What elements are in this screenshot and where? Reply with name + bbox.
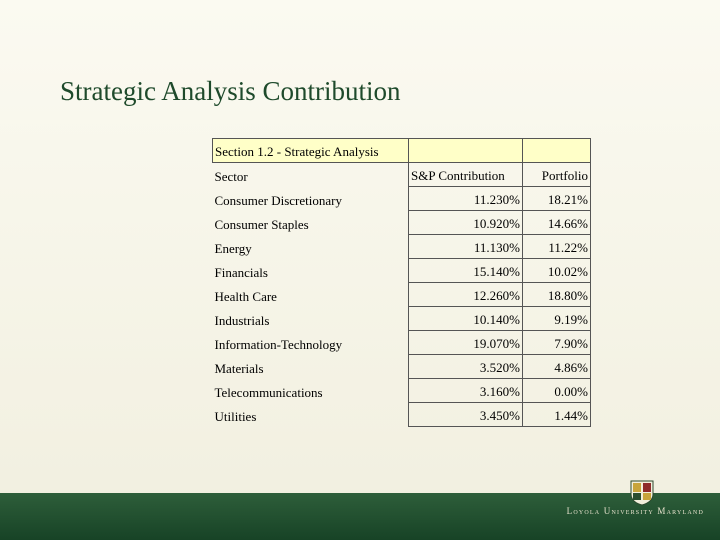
table-cell: 3.520% (408, 354, 523, 379)
table-cell: Utilities (214, 408, 257, 424)
slide-title: Strategic Analysis Contribution (60, 76, 401, 106)
table-cell: 10.02% (522, 258, 591, 283)
column-header: S&P Contribution (408, 162, 523, 187)
column-header: Sector (214, 168, 248, 184)
table-row: Telecommunications 3.160% 0.00% (213, 378, 591, 403)
table-cell: 1.44% (522, 402, 591, 427)
table-caption: Section 1.2 - Strategic Analysis (212, 138, 409, 163)
table-row: Sector S&P Contribution Portfolio (213, 162, 591, 187)
footer-band (0, 493, 720, 540)
table-cell: 9.19% (522, 306, 591, 331)
table-cell: Telecommunications (214, 384, 323, 400)
table-row: Section 1.2 - Strategic Analysis (212, 138, 591, 163)
table-row: Financials 15.140% 10.02% (213, 258, 591, 283)
table-row: Materials 3.520% 4.86% (213, 354, 591, 379)
table-cell: Consumer Staples (214, 216, 309, 232)
table-cell: Information-Technology (214, 336, 343, 352)
empty-cell (522, 138, 591, 163)
table-cell: 0.00% (522, 378, 591, 403)
table-cell: Consumer Discretionary (214, 192, 342, 208)
table-cell: 18.21% (522, 186, 591, 211)
table-cell: 3.160% (408, 378, 523, 403)
table-row: Consumer Discretionary 11.230% 18.21% (213, 186, 591, 211)
logo-text: Loyola University Maryland (566, 506, 704, 516)
logo-shield (630, 480, 654, 506)
table-row: Energy 11.130% 11.22% (213, 234, 591, 259)
column-header: Portfolio (522, 162, 591, 187)
table-cell: Materials (214, 360, 264, 376)
table-cell: Industrials (214, 312, 270, 328)
table-cell: 7.90% (522, 330, 591, 355)
table-cell: 14.66% (522, 210, 591, 235)
table-row: Utilities 3.450% 1.44% (213, 402, 591, 427)
data-table: Section 1.2 - Strategic Analysis Sector S&… (212, 138, 591, 427)
table-cell: 10.140% (408, 306, 523, 331)
table-cell: Financials (214, 264, 268, 280)
table-row: Information-Technology 19.070% 7.90% (213, 330, 591, 355)
table-cell: 15.140% (408, 258, 523, 283)
table-cell: 19.070% (408, 330, 523, 355)
table-cell: 11.130% (408, 234, 523, 259)
table-row: Health Care 12.260% 18.80% (213, 282, 591, 307)
table-cell: Energy (214, 240, 252, 256)
table-cell: 10.920% (408, 210, 523, 235)
table-row: Industrials 10.140% 9.19% (213, 306, 591, 331)
table-cell: 11.230% (408, 186, 523, 211)
table-cell: 3.450% (408, 402, 523, 427)
table-cell: 12.260% (408, 282, 523, 307)
table-cell: 18.80% (522, 282, 591, 307)
table-cell: 4.86% (522, 354, 591, 379)
table-cell: Health Care (214, 288, 277, 304)
empty-cell (408, 138, 523, 163)
table-cell: 11.22% (522, 234, 591, 259)
table-row: Consumer Staples 10.920% 14.66% (213, 210, 591, 235)
